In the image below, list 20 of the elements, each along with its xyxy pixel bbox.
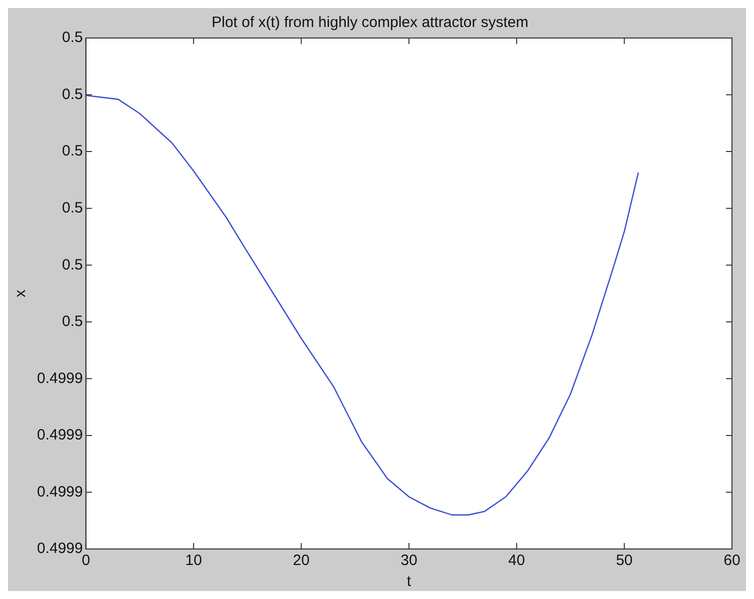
y-axis-title: x bbox=[12, 289, 30, 298]
y-tick-label: 0.5 bbox=[62, 313, 83, 330]
y-tick-label: 0.5 bbox=[62, 199, 83, 216]
y-tick-label: 0.4999 bbox=[36, 426, 83, 444]
x-tick-label: 50 bbox=[616, 552, 633, 570]
x-tick-label: 30 bbox=[400, 552, 418, 570]
x-tick-label: 10 bbox=[185, 552, 202, 570]
y-tick-label: 0.4999 bbox=[36, 540, 83, 558]
x-tick-label: 20 bbox=[292, 552, 310, 570]
y-tick-label: 0.4999 bbox=[36, 483, 83, 500]
x-tick-label: 0 bbox=[82, 552, 90, 570]
x-tick-label: 60 bbox=[724, 552, 740, 570]
y-tick-label: 0.5 bbox=[62, 29, 83, 46]
y-tick-label: 0.5 bbox=[62, 142, 83, 160]
y-tick-label: 0.5 bbox=[62, 86, 83, 103]
chart-title: Plot of x(t) from highly complex attractor system bbox=[212, 14, 528, 32]
y-tick-label: 0.5 bbox=[62, 256, 83, 274]
y-tick-label: 0.4999 bbox=[36, 370, 83, 387]
x-axis-title: t bbox=[406, 573, 412, 590]
x-tick-label: 40 bbox=[508, 552, 525, 570]
